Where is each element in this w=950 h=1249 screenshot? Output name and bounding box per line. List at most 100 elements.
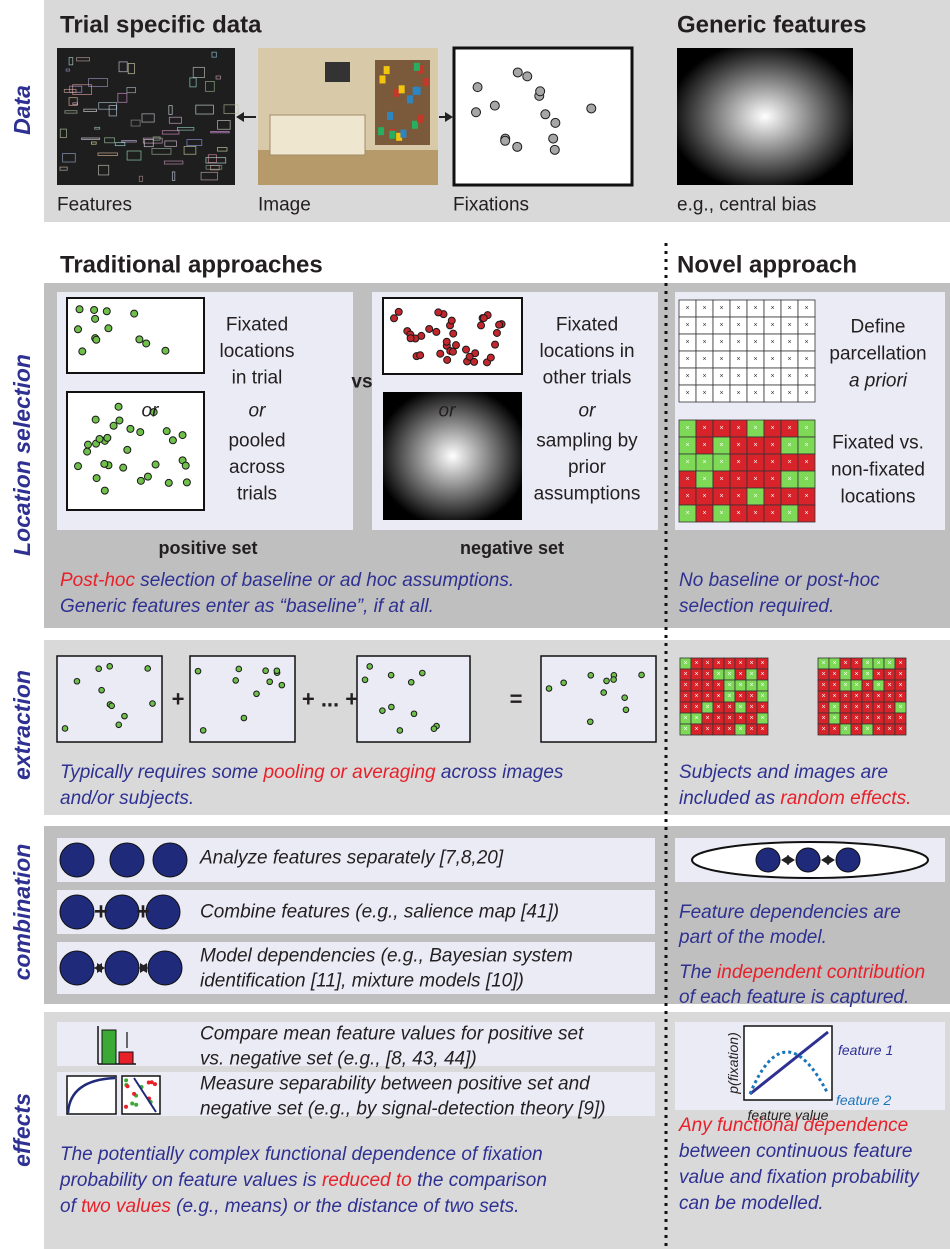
caption: Features <box>57 195 132 216</box>
grid-mark: × <box>898 693 902 700</box>
feature-node <box>109 842 145 878</box>
fixation-dot <box>638 671 645 679</box>
grid-mark: × <box>736 476 740 483</box>
grid-mark: × <box>719 510 723 517</box>
note-line: Typically requires some pooling or avera… <box>60 762 564 783</box>
photo-item <box>406 95 413 104</box>
grid-mark: × <box>804 322 808 329</box>
fixation-dot <box>232 677 240 684</box>
grid-mark: × <box>887 660 891 667</box>
fixation-dot <box>436 349 445 358</box>
grid-mark: × <box>736 373 740 380</box>
grid-mark: × <box>760 715 764 722</box>
feature-stroke <box>98 102 118 110</box>
grid-mark: × <box>787 373 791 380</box>
photo-item <box>417 114 424 123</box>
grid-mark: × <box>843 704 847 711</box>
fixation-dot <box>366 663 374 670</box>
grid-mark: × <box>832 726 836 733</box>
feature-stroke <box>68 57 74 66</box>
fixation-dot <box>142 339 151 348</box>
grid-mark: × <box>753 356 757 363</box>
grid-mark: × <box>702 476 706 483</box>
grid-cell <box>894 723 907 736</box>
grid-mark: × <box>804 305 808 312</box>
grid-mark: × <box>865 726 869 733</box>
photo-floor <box>258 150 438 185</box>
grid-mark: × <box>727 660 731 667</box>
grid-mark: × <box>736 493 740 500</box>
grid-mark: × <box>804 373 808 380</box>
grid-mark: × <box>716 671 720 678</box>
side-label: combination <box>9 844 35 981</box>
grid-mark: × <box>843 726 847 733</box>
grid-mark: × <box>719 390 723 397</box>
grid-mark: × <box>702 510 706 517</box>
fixation-dot <box>78 347 87 356</box>
grid-mark: × <box>843 693 847 700</box>
feature-node <box>152 842 188 878</box>
icon-dot <box>152 1082 157 1087</box>
fixation-dot <box>535 86 546 97</box>
grid-mark: × <box>854 715 858 722</box>
grid-mark: × <box>876 682 880 689</box>
grid-mark: × <box>865 671 869 678</box>
grid-mark: × <box>685 493 689 500</box>
grid-mark: × <box>804 493 808 500</box>
fixation-dot <box>621 694 628 701</box>
feature-node <box>795 847 821 873</box>
feature-stroke <box>183 145 197 155</box>
grid-mark: × <box>753 459 757 466</box>
grid-mark: × <box>787 510 791 517</box>
feature-stroke <box>205 157 227 164</box>
side-label: Location selection <box>9 354 35 556</box>
note-segment: probability on feature values is <box>59 1170 322 1191</box>
feature-node <box>59 894 95 930</box>
fixation-dot <box>103 433 112 442</box>
feature-curve <box>748 1050 830 1095</box>
grid-mark: × <box>843 671 847 678</box>
note-segment: of each feature is captured. <box>679 987 909 1008</box>
caption: Image <box>258 195 311 216</box>
grid-mark: × <box>685 510 689 517</box>
location-text: parcellation <box>829 344 926 365</box>
grid-mark: × <box>865 693 869 700</box>
location-text: other trials <box>543 368 632 389</box>
grid-mark: × <box>876 671 880 678</box>
feature-stroke <box>108 105 117 117</box>
grid-mark: × <box>716 726 720 733</box>
fixation-dot <box>451 341 460 350</box>
fixation-dot <box>447 316 456 325</box>
icon-dot <box>124 1104 129 1109</box>
photo-item <box>383 66 390 75</box>
fixation-dot <box>495 320 504 329</box>
grid-mark: × <box>738 693 742 700</box>
grid-mark: × <box>876 715 880 722</box>
fixation-dot <box>162 427 171 436</box>
grid-mark: × <box>702 390 706 397</box>
feature-stroke <box>114 142 126 147</box>
fixation-dot <box>164 478 173 487</box>
method-text: identification [11], mixture models [10]… <box>200 971 524 992</box>
grid-mark: × <box>702 459 706 466</box>
grid-mark: × <box>898 726 902 733</box>
fixation-dot <box>407 678 415 686</box>
fixation-dot <box>477 321 486 330</box>
fixation-dot <box>123 445 132 454</box>
location-text: a priori <box>849 371 908 392</box>
feature-stroke <box>141 113 155 123</box>
grid-mark: × <box>683 660 687 667</box>
grid-mark: × <box>821 671 825 678</box>
fixation-dot <box>181 461 190 470</box>
feature-stroke <box>217 120 231 130</box>
feature-stroke <box>126 87 136 94</box>
grid-mark: × <box>760 693 764 700</box>
fixation-dot <box>91 314 100 323</box>
note-segment: two values <box>81 1196 171 1217</box>
fixation-dot <box>98 686 105 694</box>
grid-mark: × <box>760 671 764 678</box>
prior-map <box>383 392 522 520</box>
fixation-dot <box>479 314 488 323</box>
grid-mark: × <box>787 322 791 329</box>
note-line: value and fixation probability <box>679 1167 920 1188</box>
